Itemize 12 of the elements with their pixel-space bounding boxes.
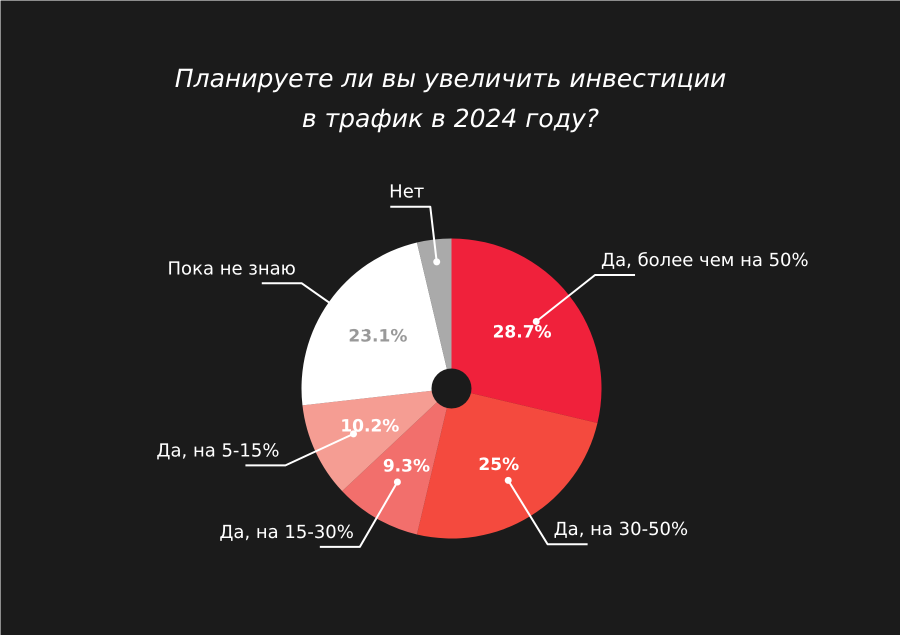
- slice-label: Пока не знаю: [168, 258, 296, 280]
- data-label: 9.3%: [382, 456, 430, 476]
- slice-label: Да, на 5-15%: [156, 440, 280, 462]
- slice-label: Да, на 30-50%: [554, 519, 688, 540]
- chart-title: Планируете ли вы увеличить инвестиции в трафик в 2024 году?: [174, 64, 726, 133]
- slice-label: Да, более чем на 50%: [601, 250, 809, 271]
- slice-label: Да, на 15-30%: [219, 522, 354, 543]
- data-label: 10.2%: [340, 416, 400, 436]
- slice-label: Нет: [389, 182, 424, 203]
- data-label: 23.1%: [348, 326, 408, 347]
- data-label: 28.7%: [492, 322, 552, 343]
- data-label: 25%: [478, 455, 520, 476]
